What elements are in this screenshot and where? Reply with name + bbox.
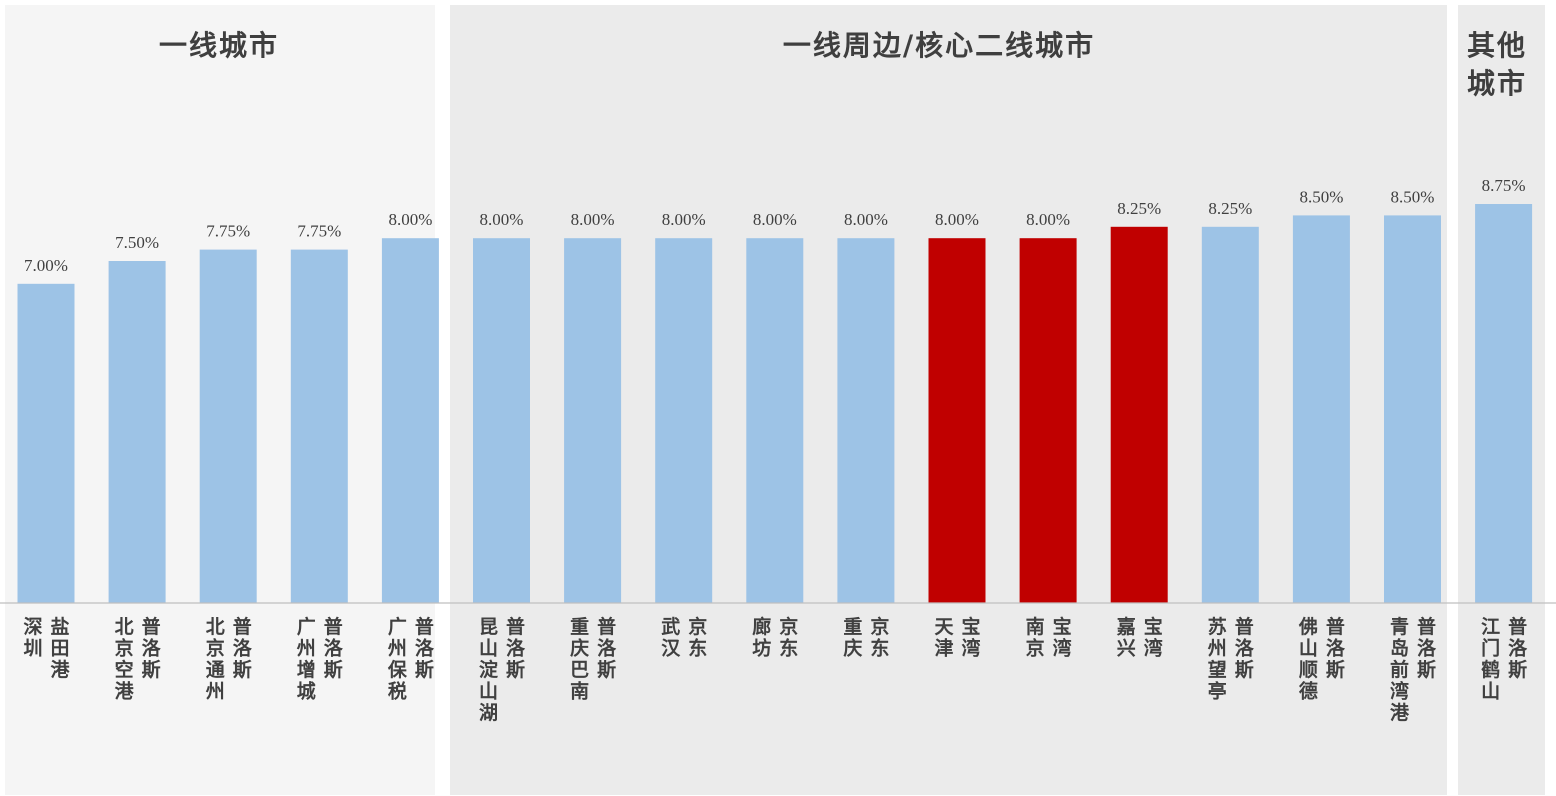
value-label-5: 8.00%	[388, 210, 432, 229]
bar-3	[199, 249, 257, 603]
category-label-2-col-1: 北京空港	[115, 616, 135, 703]
value-label-6: 8.00%	[480, 210, 524, 229]
value-label-1: 7.00%	[24, 256, 68, 275]
bar-12	[1019, 238, 1077, 603]
bar-2	[108, 261, 166, 603]
category-label-16-col-1: 青岛前湾港	[1390, 616, 1410, 724]
category-label-14-col-2: 普洛斯	[1235, 615, 1255, 681]
category-label-12-col-1: 南京	[1026, 616, 1045, 660]
bar-13	[1110, 226, 1168, 604]
bar-17	[1475, 204, 1533, 603]
category-label-17-col-2: 普洛斯	[1508, 615, 1528, 681]
category-label-3-col-1: 北京通州	[206, 616, 226, 703]
category-label-16-col-2: 普洛斯	[1417, 615, 1437, 681]
category-label-10-col-1: 重庆	[843, 616, 862, 660]
bar-9	[746, 238, 804, 603]
category-label-2-col-2: 普洛斯	[142, 615, 162, 681]
category-label-7-col-1: 重庆巴南	[570, 616, 589, 703]
bar-10	[837, 238, 895, 603]
bar-7	[564, 238, 622, 603]
value-labels: 7.00% 7.50% 7.75% 7.75% 8.00% 8.00% 8.00% 8.00%…	[24, 176, 1526, 275]
value-label-3: 7.75%	[206, 222, 250, 241]
category-label-13-col-1: 嘉兴	[1116, 616, 1136, 660]
bar-8	[655, 238, 713, 603]
category-label-6-col-2: 普洛斯	[506, 615, 526, 681]
value-label-17: 8.75%	[1482, 176, 1526, 195]
group-title-3-line-2: 城市	[1467, 67, 1527, 100]
category-label-1-col-1: 深圳	[23, 615, 42, 660]
category-label-13-col-2: 宝湾	[1144, 615, 1163, 660]
category-label-11-col-2: 宝湾	[961, 615, 980, 660]
value-label-15: 8.50%	[1299, 187, 1343, 206]
category-label-10-col-2: 京东	[870, 615, 889, 660]
category-label-5-col-2: 普洛斯	[415, 615, 435, 681]
bar-15	[1292, 215, 1350, 603]
value-label-10: 8.00%	[844, 210, 888, 229]
value-label-16: 8.50%	[1391, 187, 1435, 206]
bar-14	[1201, 226, 1259, 604]
value-label-11: 8.00%	[935, 210, 979, 229]
bar-6	[473, 238, 530, 603]
category-label-1-col-2: 盐田港	[50, 615, 70, 681]
category-labels: 深圳盐田港北京空港普洛斯北京通州普洛斯广州增城普洛斯广州保税普洛斯昆山淀山湖普洛…	[23, 615, 1528, 724]
category-label-8-col-2: 京东	[688, 615, 707, 660]
value-label-8: 8.00%	[662, 210, 706, 229]
bar-11	[928, 238, 986, 603]
value-label-12: 8.00%	[1026, 210, 1070, 229]
category-label-8-col-1: 武汉	[661, 616, 681, 660]
value-label-9: 8.00%	[753, 210, 797, 229]
bars	[17, 204, 1533, 604]
group-title-3-line-1: 其他	[1467, 29, 1527, 62]
category-label-17-col-1: 江门鹤山	[1481, 616, 1500, 703]
category-label-4-col-1: 广州增城	[297, 615, 316, 703]
category-label-11-col-1: 天津	[934, 616, 954, 660]
group-title-2: 一线周边/核心二线城市	[783, 29, 1095, 62]
group-title-1: 一线城市	[159, 29, 279, 62]
category-label-9-col-2: 京东	[779, 615, 798, 660]
bar-1	[17, 283, 75, 603]
bar-16	[1384, 215, 1441, 603]
value-label-14: 8.25%	[1208, 199, 1252, 218]
category-label-9-col-1: 廊坊	[752, 615, 771, 660]
category-label-3-col-2: 普洛斯	[233, 615, 253, 681]
category-label-15-col-1: 佛山顺德	[1298, 615, 1318, 703]
bar-4	[290, 249, 348, 603]
category-label-5-col-1: 广州保税	[387, 615, 408, 703]
category-label-15-col-2: 普洛斯	[1326, 615, 1346, 681]
bar-5	[381, 238, 439, 603]
value-label-2: 7.50%	[115, 233, 159, 252]
value-label-7: 8.00%	[571, 210, 615, 229]
value-label-4: 7.75%	[297, 222, 341, 241]
value-label-13: 8.25%	[1117, 199, 1161, 218]
category-label-14-col-1: 苏州望亭	[1208, 615, 1227, 703]
category-label-12-col-2: 宝湾	[1053, 615, 1072, 660]
category-label-6-col-1: 昆山淀山湖	[479, 616, 499, 724]
category-label-4-col-2: 普洛斯	[324, 615, 344, 681]
category-label-7-col-2: 普洛斯	[597, 615, 617, 681]
